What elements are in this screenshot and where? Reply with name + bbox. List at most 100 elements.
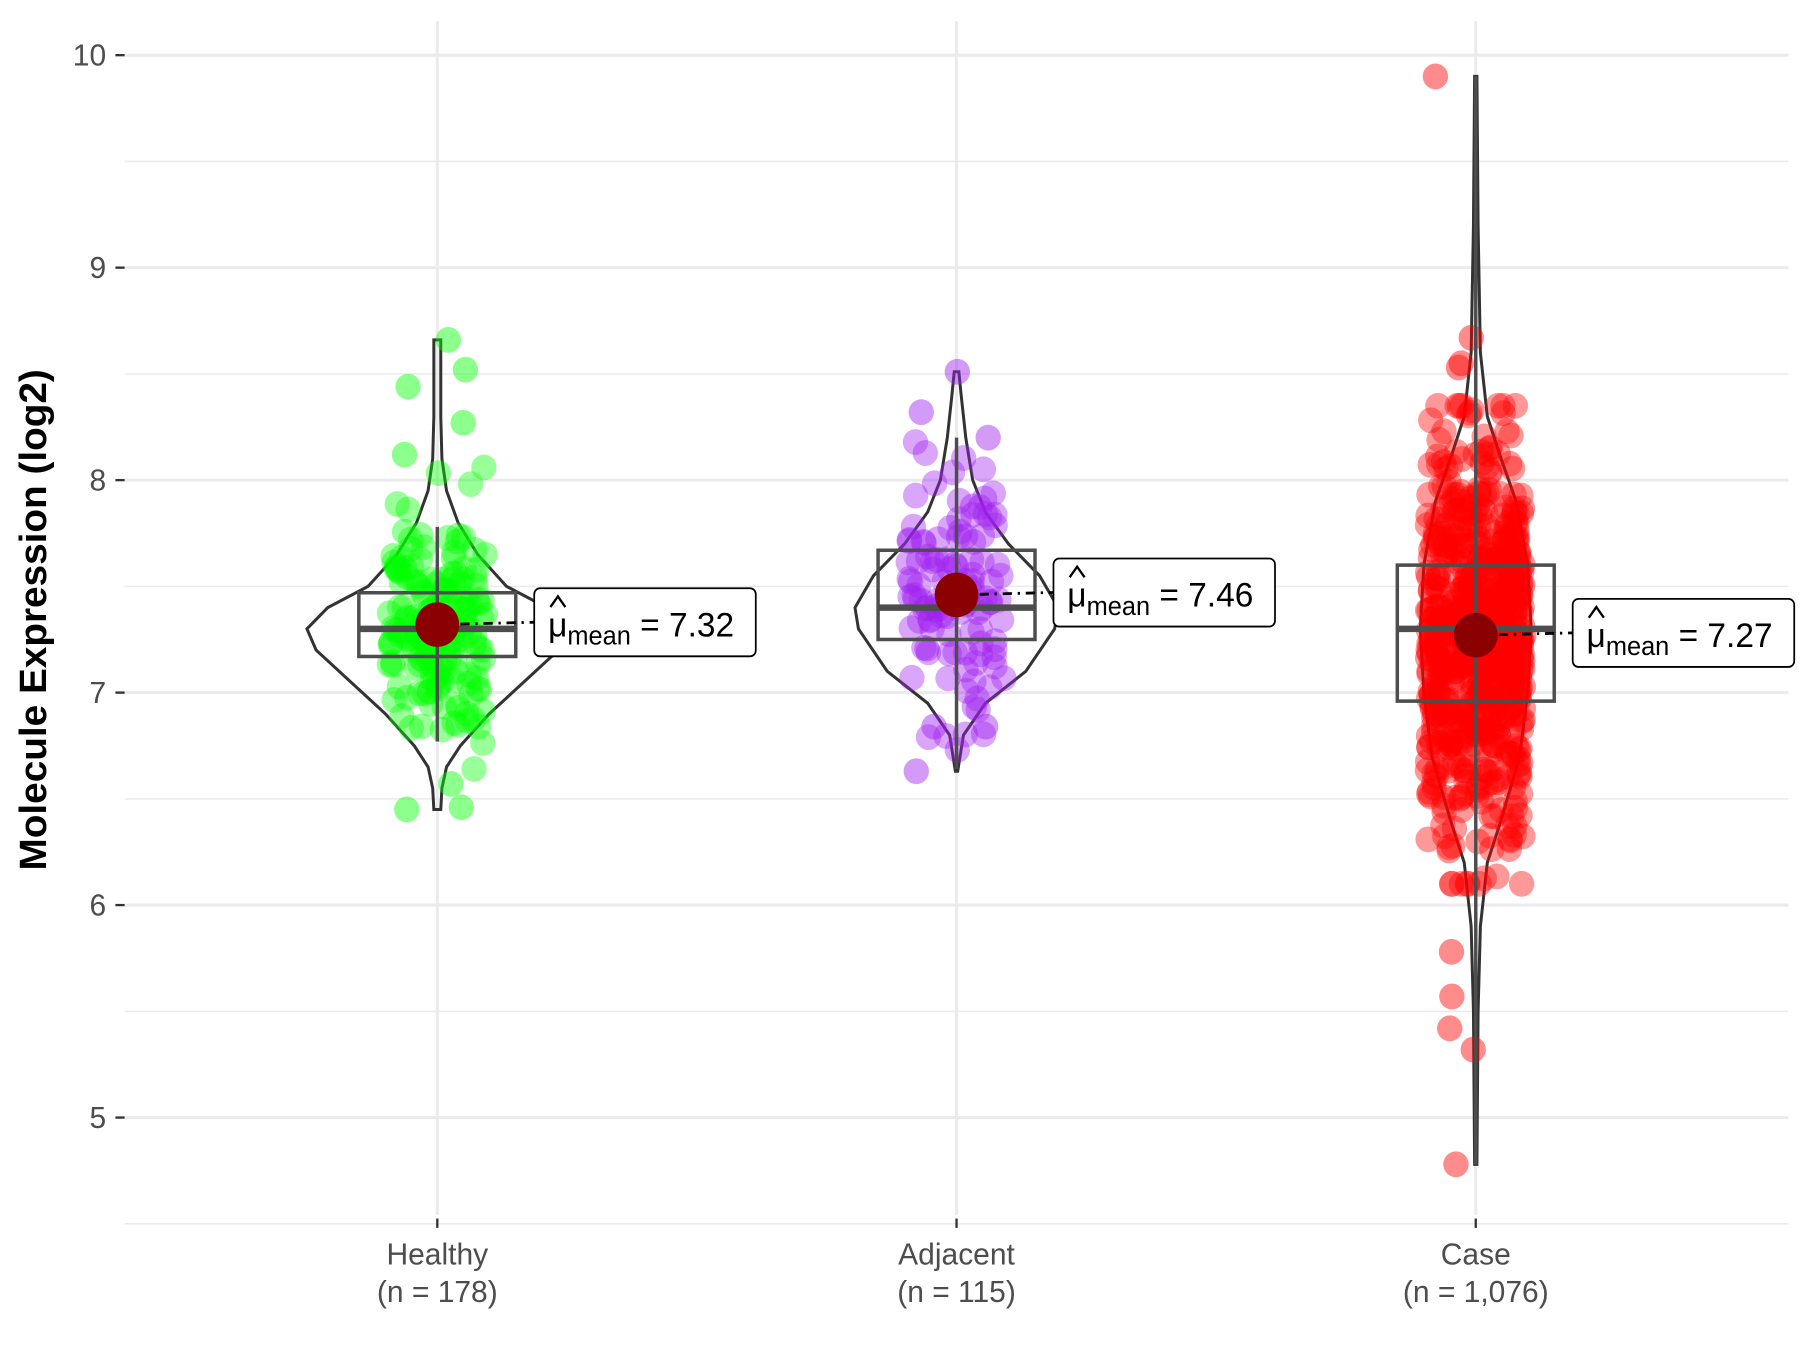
data-point [407,546,434,573]
data-point [1439,490,1465,517]
data-point [1474,513,1500,540]
mean-value: 7.27 [1707,617,1772,655]
data-point [1449,392,1475,419]
data-point [1471,720,1497,746]
data-point [406,680,432,707]
data-point [1495,521,1521,548]
data-point [1439,669,1466,696]
data-point [1498,645,1524,672]
data-point [1454,699,1480,726]
data-point [920,556,946,583]
data-point [1500,574,1526,600]
data-point [1477,712,1503,739]
data-point [1491,578,1517,605]
data-point [1416,630,1442,657]
data-point [1416,597,1442,624]
data-point [1417,545,1443,572]
data-point [1508,632,1535,659]
data-point [968,630,994,657]
data-point [464,556,490,583]
data-point [1486,540,1512,567]
data-point [1497,595,1524,622]
data-point [910,528,937,555]
data-point [1504,657,1531,684]
data-point [1497,670,1523,696]
data-point [1479,663,1505,690]
data-point [1496,588,1523,614]
data-point [1450,532,1476,558]
data-point [1437,534,1464,561]
data-point [1471,481,1498,508]
data-point [1474,480,1500,507]
data-point [1491,733,1517,760]
data-point [1420,531,1446,558]
data-point [1460,720,1486,747]
data-point [1503,525,1529,552]
data-point [1485,712,1511,739]
data-point [1439,692,1466,719]
data-point [428,566,455,593]
data-point [1509,640,1535,667]
data-point [1450,505,1476,532]
data-point [1485,440,1511,467]
data-point [896,528,922,555]
data-point [428,655,454,682]
data-point [380,543,406,569]
data-point [1449,575,1476,602]
data-point [921,713,947,740]
data-point [445,694,472,721]
data-point [1451,780,1478,807]
data-point [1446,521,1472,548]
data-point [1506,584,1532,611]
data-point [1507,675,1533,702]
mean-point [934,572,979,618]
data-point [1466,870,1492,897]
data-point [1447,785,1473,812]
data-point [1421,712,1447,739]
data-point [1508,570,1534,597]
data-point [1477,783,1503,810]
data-point [1434,512,1460,538]
data-point [443,658,469,685]
data-point [1505,539,1531,566]
data-point [1509,655,1536,682]
hat-icon [1587,605,1605,619]
data-point [1488,684,1514,711]
data-point [466,635,492,662]
data-point [1477,434,1504,461]
data-point [410,647,436,674]
data-point [1494,573,1521,600]
data-point [1441,784,1468,811]
data-point [1508,656,1534,683]
data-point [1491,528,1517,554]
data-point [1418,606,1445,632]
data-point [897,568,924,595]
data-point [901,582,927,609]
data-point [1416,658,1442,684]
mean-subscript: mean [1087,593,1150,621]
data-point [1448,479,1474,505]
mean-label: μmean = 7.27 [1587,617,1773,662]
data-point [1502,509,1529,536]
data-point [1481,698,1507,725]
data-point [403,655,429,681]
data-point [1471,756,1497,783]
data-point [1488,670,1514,696]
data-point [1505,751,1532,778]
data-point [953,677,980,704]
data-point [1499,455,1526,482]
data-point [1415,502,1441,529]
data-point [380,651,406,678]
data-point [1414,757,1441,784]
data-point [1479,577,1506,604]
data-point [971,485,998,512]
data-point [1496,678,1522,705]
data-point [388,569,415,596]
data-point [961,668,987,695]
data-point [1507,763,1533,790]
data-point [1426,576,1453,603]
data-point [1498,579,1525,606]
data-point [1453,768,1479,795]
data-point [1495,812,1521,839]
data-point [1508,870,1535,897]
